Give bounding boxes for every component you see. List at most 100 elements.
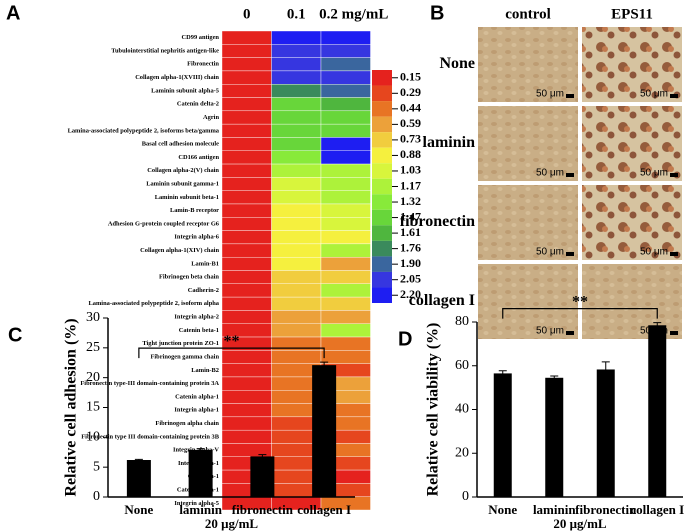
row-label: Laminin subunit alpha-5: [151, 87, 219, 94]
significance-bracket: [138, 347, 325, 359]
heatmap-cell: [271, 256, 322, 271]
row-label: CD99 antigen: [182, 34, 220, 41]
row-label: Basal cell adhesion molecule: [142, 141, 219, 148]
colorbar-swatch: [372, 287, 392, 303]
heatmap-cell: [221, 123, 272, 138]
heatmap-cell: [271, 84, 322, 98]
colorbar-label: 2.05: [400, 271, 421, 285]
heatmap-cell: [320, 203, 371, 218]
heatmap-cell: [221, 84, 272, 98]
heatmap-cell: [320, 44, 371, 58]
row-label: Catenin beta-1: [179, 327, 219, 334]
heatmap-cell: [221, 296, 272, 311]
row-label: Laminin subunit beta-1: [155, 194, 219, 201]
column-label: 0: [243, 6, 251, 22]
heatmap-cell: [221, 256, 272, 271]
heatmap-cell: [221, 390, 272, 404]
heatmap-cell: [221, 376, 272, 391]
x-tick-label: None: [124, 502, 153, 517]
heatmap-cell: [271, 123, 322, 138]
micrograph: [582, 106, 682, 181]
colorbar-label: 0.88: [400, 147, 421, 161]
heatmap-cell: [221, 177, 272, 191]
row-label: None: [439, 55, 475, 72]
heatmap-cell: [320, 97, 371, 112]
heatmap-cell: [221, 416, 272, 431]
bar: [312, 365, 337, 497]
colorbar-label: 1.76: [400, 240, 421, 254]
y-axis-title: Relative cell adhesion (%): [63, 318, 80, 496]
y-tick-label: 25: [86, 340, 100, 355]
heatmap-cell: [221, 270, 272, 285]
colorbar-label: 1.47: [400, 209, 421, 223]
row-label: Tubulointerstitial nephritis antigen-lik…: [111, 47, 219, 54]
micrograph: [478, 264, 578, 339]
scale-bar-label: 50 μm: [536, 89, 564, 100]
heatmap-cell: [271, 217, 322, 231]
significance-bracket: [502, 308, 658, 319]
colorbar-label: 0.29: [400, 85, 421, 99]
heatmap-cell: [271, 270, 322, 285]
colorbar-swatch: [372, 240, 392, 257]
heatmap-cell: [271, 70, 322, 85]
y-tick-label: 0: [462, 489, 469, 504]
heatmap-cell: [221, 70, 272, 85]
y-tick-label: 80: [455, 314, 469, 329]
row-label: Integrin alpha-5: [174, 500, 219, 507]
colorbar-label: 0.59: [400, 116, 421, 130]
colorbar-swatch: [372, 178, 392, 195]
heatmap-cell: [271, 243, 322, 258]
colorbar-swatch: [372, 132, 392, 148]
colorbar-swatch: [372, 256, 392, 272]
heatmap-cell: [221, 44, 272, 58]
error-bar: [320, 361, 329, 369]
heatmap-cell: [221, 30, 272, 45]
heatmap-cell: [320, 190, 371, 205]
heatmap-cell: [221, 217, 272, 231]
bar: [493, 373, 512, 497]
x-tick-label: laminin: [533, 502, 576, 517]
heatmap-cell: [221, 230, 272, 245]
row-label: Collagen alpha-2(V) chain: [147, 167, 219, 174]
row-label: Integrin alpha-6: [174, 234, 219, 241]
heatmap-cell: [271, 296, 322, 311]
colorbar-label: 0.73: [400, 132, 421, 146]
y-tick-label: 10: [86, 430, 100, 445]
row-label: Fibronectin type III domain-containing p…: [81, 433, 219, 440]
row-label: Fibronectin: [187, 61, 219, 68]
row-label: Lamina-associated polypeptide 2, isoform…: [89, 300, 220, 307]
colorbar-label: 2.20: [400, 287, 421, 301]
heatmap-cell: [271, 44, 322, 58]
error-bar: [258, 454, 267, 459]
error-bar: [601, 361, 610, 378]
heatmap-cell: [320, 123, 371, 138]
heatmap-cell: [320, 283, 371, 298]
colorbar-swatch: [372, 194, 392, 210]
heatmap-cell: [320, 230, 371, 245]
heatmap-cell: [221, 429, 272, 444]
heatmap-cell: [320, 70, 371, 85]
error-bar: [550, 375, 559, 381]
colorbar-swatch: [372, 101, 392, 117]
heatmap-cell: [320, 150, 371, 165]
heatmap-cell: [221, 137, 272, 151]
bar: [648, 325, 667, 497]
heatmap-cell: [271, 97, 322, 112]
colorbar-swatch: [372, 209, 392, 226]
heatmap-cell: [221, 310, 272, 324]
row-label: Lamin-B receptor: [170, 207, 219, 214]
heatmap-cell: [320, 243, 371, 258]
significance-label: **: [224, 333, 240, 350]
scale-bar: [670, 331, 678, 335]
heatmap-cell: [221, 110, 272, 125]
scale-bar: [566, 252, 574, 256]
panel-label: D: [398, 328, 412, 350]
column-label: 0.1: [287, 6, 306, 22]
heatmap-cell: [271, 230, 322, 245]
colorbar-label: 1.90: [400, 256, 421, 270]
column-label: control: [505, 6, 551, 22]
heatmap-cell: [320, 84, 371, 98]
heatmap-cell: [320, 137, 371, 151]
error-bar: [498, 370, 507, 377]
